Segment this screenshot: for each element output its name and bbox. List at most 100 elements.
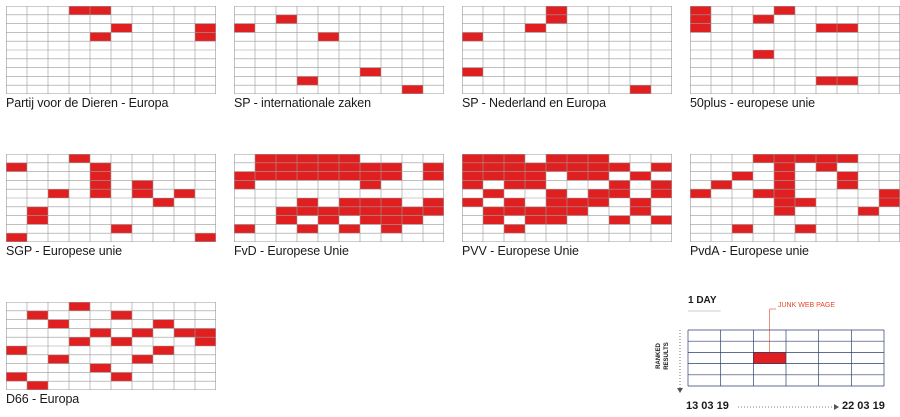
junk-cell: [360, 171, 381, 181]
junk-cell: [276, 154, 297, 163]
panel-title: SP - internationale zaken: [234, 96, 371, 110]
legend-day-label: 1 DAY: [688, 295, 717, 306]
junk-cell: [360, 162, 381, 172]
junk-cell: [195, 328, 216, 338]
junk-cell: [90, 32, 111, 42]
junk-cell: [297, 224, 318, 234]
junk-cell: [546, 162, 567, 172]
junk-cell: [195, 337, 216, 346]
junk-cell: [837, 171, 858, 181]
junk-cell: [525, 206, 546, 216]
junk-cell: [462, 162, 483, 172]
junk-cell: [690, 189, 711, 198]
junk-cell: [276, 162, 297, 172]
junk-cell: [234, 23, 255, 33]
junk-cell: [297, 162, 318, 172]
junk-cell: [423, 162, 444, 172]
junk-cell: [504, 206, 525, 216]
junk-cell: [111, 224, 132, 234]
panel-title: FvD - Europese Unie: [234, 244, 349, 258]
junk-cell: [255, 162, 276, 172]
junk-cell: [174, 189, 195, 198]
junk-cell: [504, 154, 525, 163]
junk-cell: [90, 363, 111, 373]
junk-cell: [546, 198, 567, 207]
junk-cell: [546, 154, 567, 163]
junk-cell: [255, 154, 276, 163]
junk-cell: [837, 154, 858, 163]
junk-cell: [774, 180, 795, 190]
junk-cell: [588, 154, 609, 163]
junk-cell: [423, 171, 444, 181]
junk-cell: [651, 189, 672, 198]
junk-cell: [525, 23, 546, 33]
junk-cell: [297, 171, 318, 181]
junk-cell: [132, 180, 153, 190]
junk-cell: [609, 215, 630, 225]
junk-cell: [690, 6, 711, 15]
junk-cell: [588, 198, 609, 207]
heatmap-panel: SGP - Europese unie: [6, 154, 216, 259]
junk-cell: [234, 171, 255, 181]
junk-cell: [69, 337, 90, 346]
junk-cell: [774, 198, 795, 207]
junk-cell: [837, 76, 858, 86]
heatmap-panel: SP - Nederland en Europa: [462, 6, 672, 111]
junk-cell: [423, 206, 444, 216]
junk-cell: [711, 180, 732, 190]
junk-cell: [27, 215, 48, 225]
junk-cell: [27, 206, 48, 216]
junk-cell: [504, 224, 525, 234]
junk-cell: [111, 337, 132, 346]
junk-cell: [111, 372, 132, 382]
junk-cell: [774, 162, 795, 172]
junk-cell: [651, 215, 672, 225]
junk-cell: [462, 198, 483, 207]
junk-cell: [795, 154, 816, 163]
junk-cell: [858, 206, 879, 216]
junk-cell: [339, 224, 360, 234]
junk-cell: [195, 233, 216, 242]
junk-cell: [837, 180, 858, 190]
junk-cell: [381, 215, 402, 225]
junk-cell: [690, 14, 711, 24]
junk-cell: [381, 206, 402, 216]
junk-cell: [525, 171, 546, 181]
legend-date-end: 22 03 19: [842, 400, 885, 412]
junk-cell: [276, 171, 297, 181]
junk-cell: [795, 198, 816, 207]
junk-cell: [483, 171, 504, 181]
junk-cell: [153, 319, 174, 329]
junk-cell: [111, 23, 132, 33]
junk-cell: [297, 154, 318, 163]
junk-cell: [6, 372, 27, 382]
legend-junk-cell: [753, 352, 786, 364]
junk-cell: [795, 224, 816, 234]
junk-cell: [483, 206, 504, 216]
junk-cell: [90, 328, 111, 338]
junk-cell: [630, 85, 651, 94]
junk-cell: [483, 162, 504, 172]
heatmap-svg: [690, 154, 900, 242]
junk-cell: [423, 198, 444, 207]
legend-date-start: 13 03 19: [686, 400, 729, 412]
junk-cell: [525, 162, 546, 172]
junk-cell: [381, 224, 402, 234]
junk-cell: [48, 319, 69, 329]
junk-cell: [774, 171, 795, 181]
junk-cell: [360, 67, 381, 77]
junk-cell: [339, 206, 360, 216]
junk-cell: [6, 162, 27, 172]
junk-cell: [318, 32, 339, 42]
junk-cell: [234, 180, 255, 190]
junk-cell: [6, 346, 27, 355]
junk-cell: [879, 198, 900, 207]
heatmap-panel: PVV - Europese Unie: [462, 154, 672, 259]
junk-cell: [879, 189, 900, 198]
junk-cell: [48, 189, 69, 198]
heatmap-panel: PvdA - Europese unie: [690, 154, 900, 259]
heatmap-svg: [234, 6, 444, 94]
legend-graphic: [677, 308, 885, 410]
legend-date-arrowhead: [834, 404, 839, 410]
junk-cell: [297, 206, 318, 216]
